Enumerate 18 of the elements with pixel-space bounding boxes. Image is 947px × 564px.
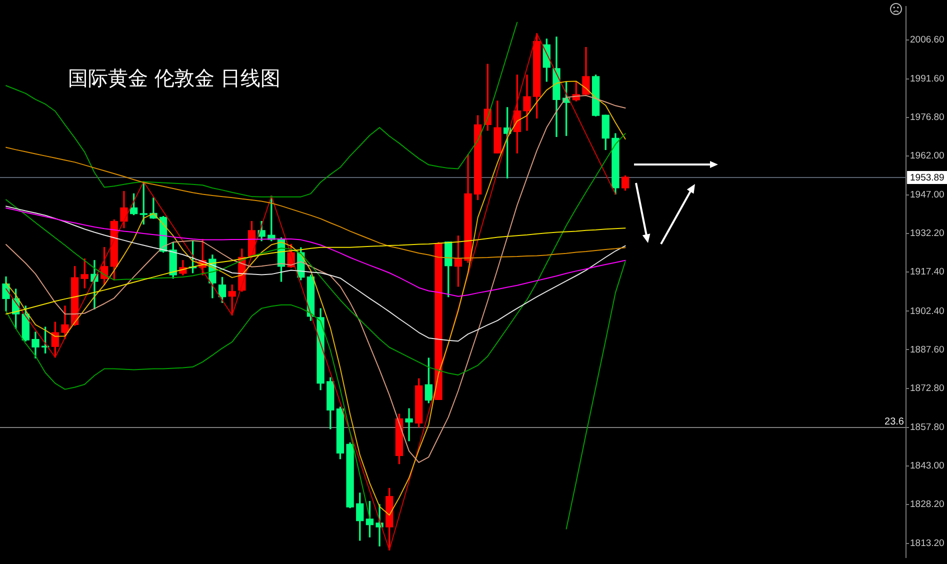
y-tick-label: 1991.60 xyxy=(910,73,944,84)
y-tick-label: 1872.80 xyxy=(910,382,944,394)
y-tick-label: 1947.00 xyxy=(910,190,944,201)
candlestick xyxy=(405,408,413,442)
text: 国际黄金 伦敦金 日线图 xyxy=(68,66,281,90)
y-tick-label: 1962.00 xyxy=(910,150,944,162)
y-tick-label: 1902.40 xyxy=(910,306,944,317)
y-tick-label: 1976.80 xyxy=(910,112,944,124)
y-tick-label: 2006.60 xyxy=(910,34,944,46)
annotation: 23.6 xyxy=(884,416,904,428)
y-tick-label: 1932.20 xyxy=(910,228,944,240)
y-tick-label: 1917.40 xyxy=(910,266,944,278)
y-tick-label: 1843.00 xyxy=(910,460,944,472)
y-tick-label: 1828.20 xyxy=(910,499,944,510)
y-tick-label: 1887.60 xyxy=(910,344,944,356)
y-tick-label: 1813.20 xyxy=(910,538,944,550)
y-tick-label: 1857.80 xyxy=(910,422,944,433)
ref-line-label: 1953.89 xyxy=(910,172,944,184)
